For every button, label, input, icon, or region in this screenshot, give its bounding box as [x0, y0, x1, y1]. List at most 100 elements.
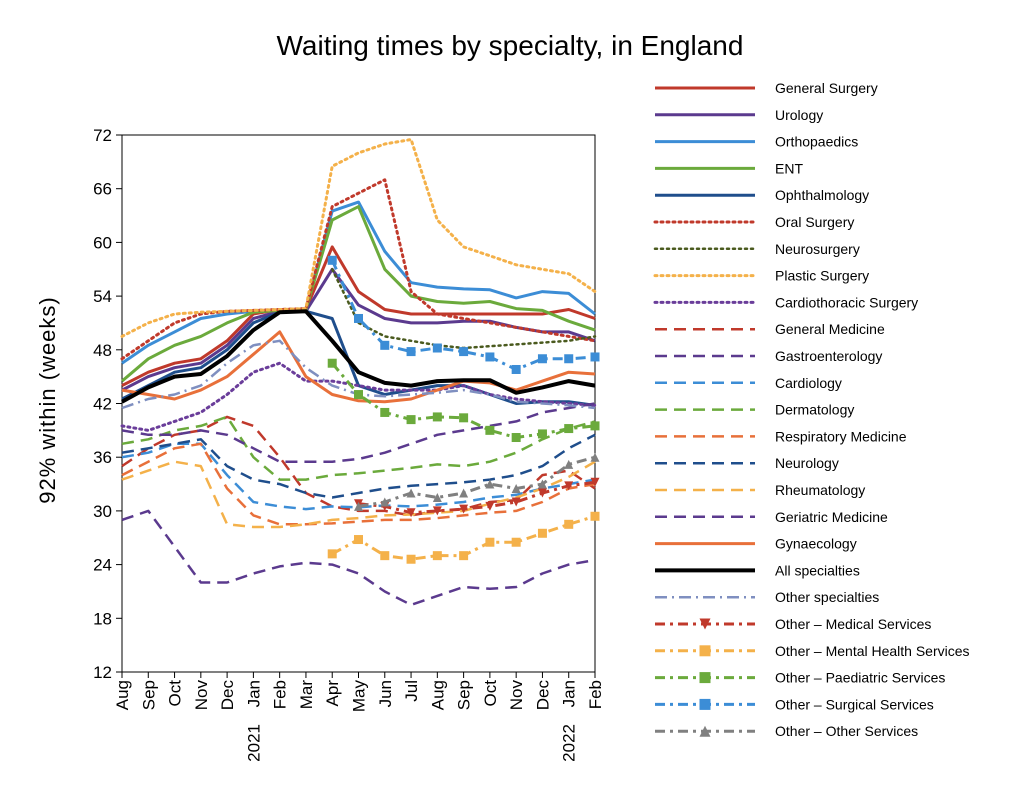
data-point — [537, 479, 547, 489]
series-11 — [121, 509, 596, 607]
y-tick-label: 60 — [93, 233, 112, 252]
series-line — [330, 268, 597, 350]
data-point — [485, 425, 495, 435]
legend-label: Other – Paediatric Services — [775, 670, 945, 686]
legend: General Surgery Urology Orthopaedics ENT Oph… — [653, 80, 970, 739]
legend-label: Other specialties — [775, 589, 879, 605]
y-tick-label: 36 — [93, 448, 112, 467]
y-tick-label: 18 — [93, 609, 112, 628]
data-point — [511, 433, 521, 443]
series-line — [121, 402, 596, 463]
data-point — [380, 407, 390, 417]
x-tick-label: Apr — [323, 680, 342, 707]
data-point — [406, 347, 416, 357]
data-point — [406, 415, 416, 425]
data-point — [485, 501, 495, 511]
chart-title: Waiting times by specialty, in England — [276, 30, 744, 61]
data-point — [699, 725, 711, 737]
series-9 — [120, 361, 597, 432]
x-tick-label: Nov — [192, 680, 211, 711]
data-point — [564, 459, 574, 469]
x-tick-label: Sep — [139, 680, 158, 710]
x-tick-label: May — [350, 680, 369, 713]
y-tick-label: 12 — [93, 663, 112, 682]
data-point — [564, 481, 574, 491]
legend-entry: ENT — [655, 160, 803, 176]
series-7 — [330, 268, 597, 350]
x-tick-label: Feb — [586, 680, 605, 709]
series-15 — [121, 433, 596, 499]
series-14 — [121, 442, 596, 526]
series-22 — [327, 511, 600, 564]
data-point — [380, 497, 390, 507]
series-line — [358, 455, 596, 508]
x-tick-label: Jan — [244, 680, 263, 707]
legend-label: Cardiology — [775, 375, 842, 391]
legend-entry: Oral Surgery — [653, 214, 854, 230]
legend-label: ENT — [775, 160, 803, 176]
legend-entry: Gynaecology — [655, 536, 857, 552]
x-tick-label: Jan — [560, 680, 579, 707]
series-line — [121, 200, 596, 365]
series-line — [121, 245, 596, 387]
data-point — [406, 554, 416, 564]
y-tick-label: 72 — [93, 126, 112, 145]
x-tick-label: Oct — [166, 680, 185, 707]
data-point — [432, 412, 442, 422]
legend-label: Other – Surgical Services — [775, 696, 934, 712]
legend-entry: All specialties — [655, 562, 860, 578]
x-tick-label: Sep — [455, 680, 474, 710]
legend-label: General Medicine — [775, 321, 885, 337]
legend-label: Cardiothoracic Surgery — [775, 294, 918, 310]
data-point — [511, 484, 521, 494]
series-17 — [121, 402, 596, 463]
data-point — [564, 519, 574, 529]
series-line — [121, 433, 596, 499]
data-point — [354, 313, 363, 323]
legend-label: Other – Other Services — [775, 723, 918, 739]
data-point — [354, 535, 363, 545]
data-point — [432, 492, 442, 502]
data-point — [380, 340, 390, 350]
x-tick-label: Nov — [507, 680, 526, 711]
legend-entry: Plastic Surgery — [653, 268, 869, 284]
x-tick-label: Jul — [402, 680, 421, 702]
series-18 — [121, 330, 596, 404]
legend-label: Plastic Surgery — [775, 268, 869, 284]
y-tick-label: 42 — [93, 395, 112, 414]
y-tick-label: 30 — [93, 502, 112, 521]
x-tick-label: Jun — [376, 680, 395, 707]
data-point — [699, 618, 711, 630]
series-line — [120, 138, 597, 338]
y-tick-label: 48 — [93, 341, 112, 360]
legend-label: Other – Medical Services — [775, 616, 931, 632]
legend-entry: Rheumatology — [655, 482, 865, 498]
legend-entry: General Medicine — [655, 321, 885, 337]
data-point — [590, 452, 600, 462]
legend-entry: Geriatric Medicine — [655, 509, 888, 525]
legend-entry: Ophthalmology — [655, 187, 869, 203]
x-year-label: 2021 — [244, 724, 263, 762]
series-24 — [327, 255, 600, 374]
series-6 — [120, 178, 597, 361]
data-point — [327, 255, 337, 265]
legend-entry: Orthopaedics — [655, 134, 858, 150]
x-tick-label: Dec — [218, 680, 237, 711]
series-line — [121, 415, 596, 481]
legend-entry: Other – Mental Health Services — [655, 643, 970, 659]
legend-entry: Gastroenterology — [655, 348, 882, 364]
legend-label: Respiratory Medicine — [775, 428, 907, 444]
legend-entry: Neurosurgery — [653, 241, 860, 257]
data-point — [432, 506, 442, 516]
data-point — [406, 508, 416, 518]
x-tick-label: Dec — [533, 680, 552, 711]
legend-label: Other – Mental Health Services — [775, 643, 970, 659]
axes: 12 18 24 30 36 42 48 54 60 66 72 Aug Sep Oct Nov Dec Jan… — [93, 126, 605, 762]
data-point — [590, 477, 600, 487]
data-point — [459, 504, 469, 514]
data-point — [327, 358, 337, 368]
data-point — [354, 390, 363, 400]
legend-label: Neurology — [775, 455, 839, 471]
legend-entry: Cardiothoracic Surgery — [653, 294, 918, 310]
